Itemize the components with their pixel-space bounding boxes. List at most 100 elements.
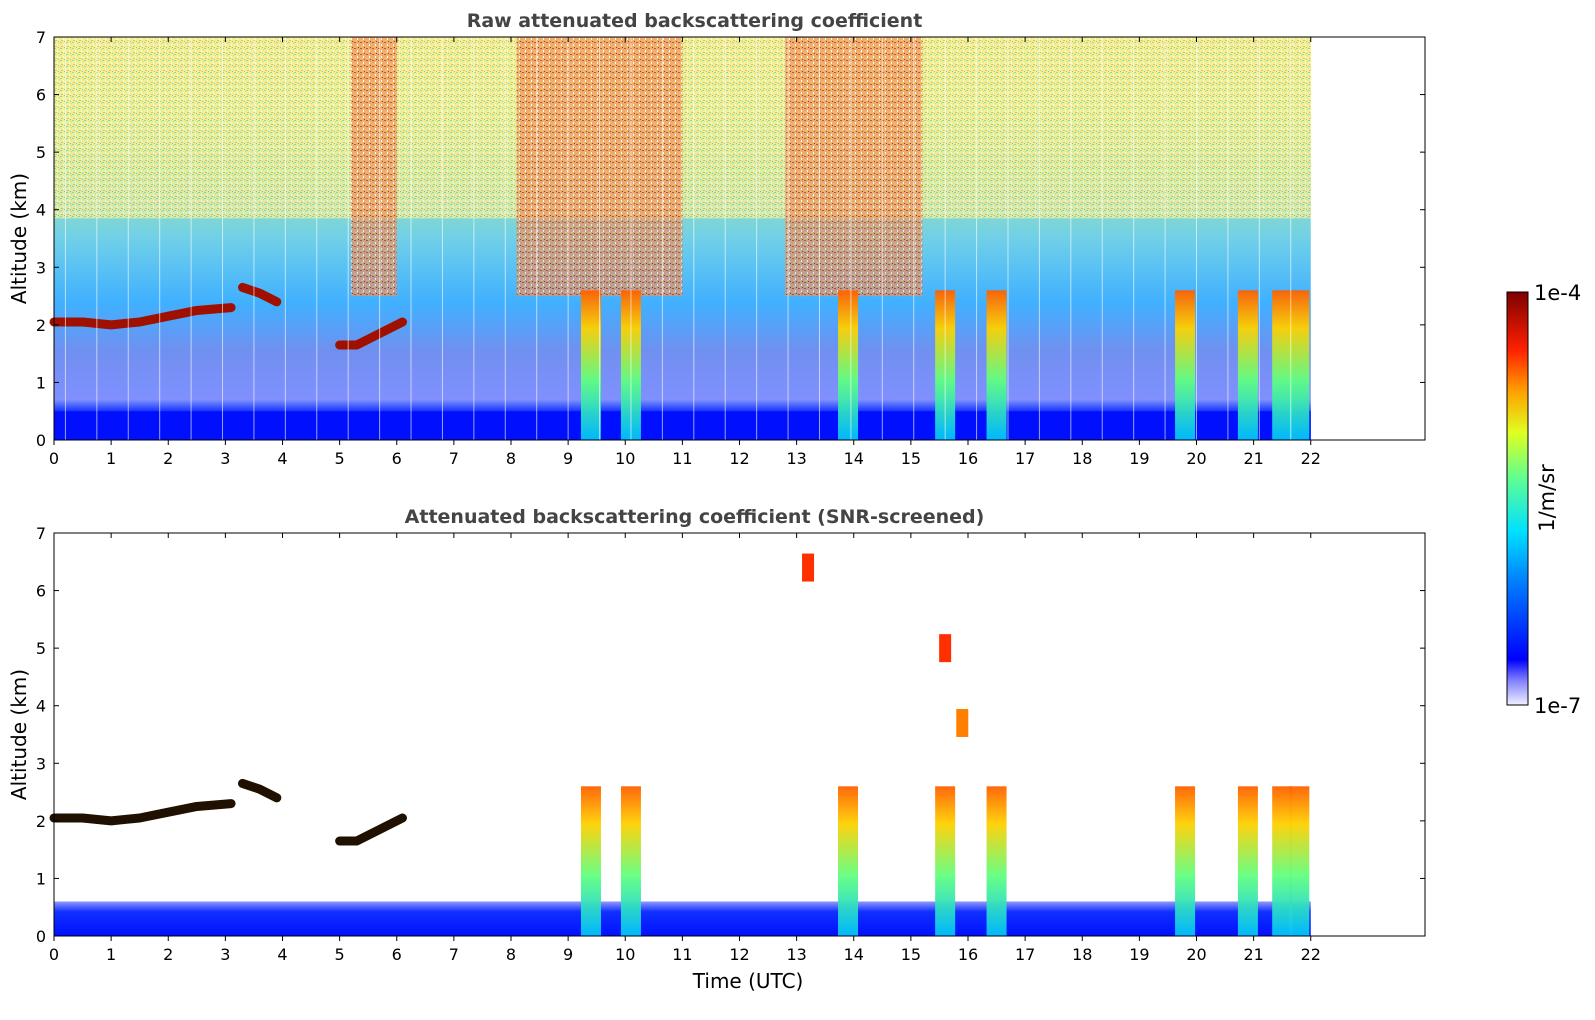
x-tick-label: 9 <box>563 449 573 468</box>
x-tick-label: 19 <box>1129 449 1149 468</box>
x-tick-label: 17 <box>1015 945 1035 964</box>
x-tick-label: 1 <box>106 945 116 964</box>
screened-panel: Attenuated backscattering coefficient (S… <box>7 506 1426 993</box>
y-tick-label: 3 <box>36 754 46 773</box>
x-tick-label: 22 <box>1301 945 1321 964</box>
cloud-layer <box>49 303 236 330</box>
x-tick-label: 2 <box>163 945 173 964</box>
x-tick-label: 18 <box>1072 449 1092 468</box>
plume-3 <box>935 786 956 936</box>
x-tick-label: 8 <box>506 945 516 964</box>
screened-isolated-patch-1 <box>939 634 952 663</box>
y-tick-label: 1 <box>36 373 46 392</box>
y-tick-label: 7 <box>36 28 46 47</box>
y-tick-label: 1 <box>36 869 46 888</box>
plume-6 <box>1237 786 1258 936</box>
y-tick-label: 2 <box>36 812 46 831</box>
plume-7 <box>1272 290 1293 440</box>
x-tick-label: 16 <box>958 449 978 468</box>
y-tick-label: 0 <box>36 431 46 450</box>
x-tick-label: 2 <box>163 449 173 468</box>
x-tick-label: 13 <box>786 945 806 964</box>
plume-0 <box>580 290 601 440</box>
screened-panel-ylabel: Altitude (km) <box>7 669 31 800</box>
cloud-layer-3 <box>335 813 407 846</box>
x-tick-label: 13 <box>786 449 806 468</box>
plume-2 <box>838 290 859 440</box>
plume-5 <box>1175 290 1196 440</box>
x-tick-label: 15 <box>901 945 921 964</box>
screened-panel-title: Attenuated backscattering coefficient (S… <box>405 506 985 528</box>
x-tick-label: 18 <box>1072 945 1092 964</box>
raw-panel-ylabel: Altitude (km) <box>7 173 31 304</box>
x-tick-label: 14 <box>844 449 864 468</box>
y-tick-label: 6 <box>36 582 46 601</box>
y-tick-label: 3 <box>36 258 46 277</box>
plume-2 <box>838 786 859 936</box>
colorbar-max-label: 1e-4 <box>1534 281 1581 305</box>
plume-8 <box>1289 786 1310 936</box>
x-tick-label: 21 <box>1243 449 1263 468</box>
colorbar-gradient <box>1506 291 1529 706</box>
x-tick-label: 6 <box>392 449 402 468</box>
x-tick-label: 5 <box>335 945 345 964</box>
x-tick-label: 11 <box>672 449 692 468</box>
x-tick-label: 22 <box>1301 449 1321 468</box>
x-tick-label: 3 <box>220 945 230 964</box>
x-tick-label: 21 <box>1243 945 1263 964</box>
colorbar: 1e-4 1e-7 1/m/sr <box>1506 281 1581 718</box>
colorbar-min-label: 1e-7 <box>1534 694 1581 718</box>
x-tick-label: 16 <box>958 945 978 964</box>
y-tick-label: 7 <box>36 524 46 543</box>
screened-panel-frame <box>53 532 1426 937</box>
screened-panel-xlabel: Time (UTC) <box>692 969 804 993</box>
x-tick-label: 5 <box>335 449 345 468</box>
raw-noise-band-0 <box>351 37 397 297</box>
cloud-layer-2 <box>238 778 282 803</box>
y-tick-label: 5 <box>36 143 46 162</box>
x-tick-label: 10 <box>615 449 635 468</box>
x-tick-label: 3 <box>220 449 230 468</box>
x-tick-label: 7 <box>449 449 459 468</box>
y-tick-label: 0 <box>36 927 46 946</box>
plume-1 <box>620 786 641 936</box>
x-tick-label: 4 <box>277 449 287 468</box>
plume-0 <box>580 786 601 936</box>
x-tick-label: 6 <box>392 945 402 964</box>
y-tick-label: 4 <box>36 201 46 220</box>
x-tick-label: 20 <box>1186 449 1206 468</box>
x-tick-label: 0 <box>49 945 59 964</box>
plume-7 <box>1272 786 1293 936</box>
plume-6 <box>1237 290 1258 440</box>
y-tick-label: 4 <box>36 697 46 716</box>
cloud-layer <box>49 799 236 826</box>
colorbar-unit-label: 1/m/sr <box>1535 464 1559 532</box>
x-tick-label: 11 <box>672 945 692 964</box>
plume-4 <box>986 786 1007 936</box>
y-tick-label: 5 <box>36 639 46 658</box>
raw-boundary-layer <box>54 411 1311 440</box>
screened-boundary-layer <box>54 901 1311 936</box>
x-tick-label: 0 <box>49 449 59 468</box>
x-tick-label: 4 <box>277 945 287 964</box>
x-tick-label: 12 <box>729 449 749 468</box>
plume-5 <box>1175 786 1196 936</box>
x-tick-label: 8 <box>506 449 516 468</box>
y-tick-label: 2 <box>36 316 46 335</box>
x-tick-label: 9 <box>563 945 573 964</box>
x-tick-label: 15 <box>901 449 921 468</box>
x-tick-label: 12 <box>729 945 749 964</box>
x-tick-label: 1 <box>106 449 116 468</box>
y-tick-label: 6 <box>36 86 46 105</box>
raw-noise-band-2 <box>785 37 923 297</box>
raw-panel: Raw attenuated backscattering coefficien… <box>7 10 1426 468</box>
screened-isolated-patch-2 <box>802 553 815 582</box>
x-tick-label: 10 <box>615 945 635 964</box>
screened-isolated-patch-0 <box>956 708 969 737</box>
plume-8 <box>1289 290 1310 440</box>
cloud-layer-2 <box>238 282 282 307</box>
plume-4 <box>986 290 1007 440</box>
x-tick-label: 19 <box>1129 945 1149 964</box>
raw-panel-title: Raw attenuated backscattering coefficien… <box>467 10 923 32</box>
